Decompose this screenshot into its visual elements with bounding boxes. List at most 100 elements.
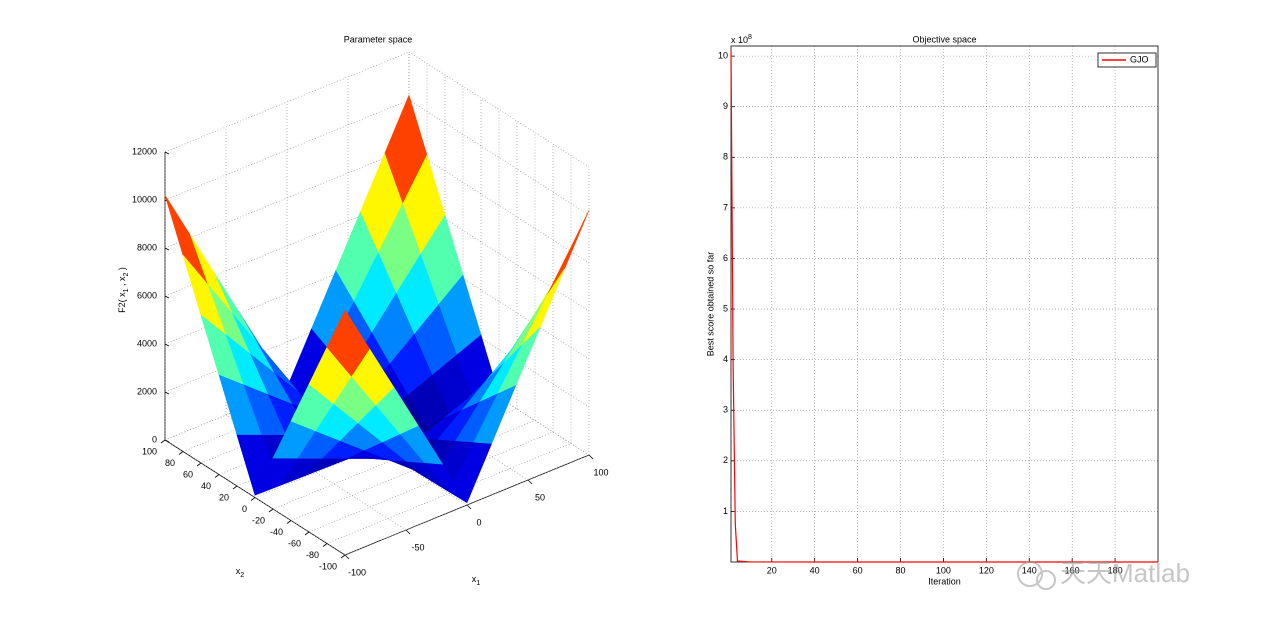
- y-tick: [196, 462, 202, 467]
- y-tick-label: 100: [142, 446, 157, 456]
- y-axis-label-part: x: [236, 566, 241, 576]
- z-axis-label-part: , x: [117, 276, 127, 289]
- grid-line: [164, 99, 410, 201]
- grid-line: [164, 147, 410, 249]
- y-tick-label: 9: [723, 101, 728, 111]
- y-tick-label: 1: [723, 506, 728, 516]
- x-tick-label: 100: [936, 565, 951, 575]
- z-tick: [164, 295, 170, 299]
- legend-box: [1097, 52, 1157, 68]
- y-tick-label: -40: [270, 527, 283, 537]
- x-tick: [466, 504, 472, 510]
- z-tick-label: 8000: [137, 242, 157, 252]
- x-tick-label: 50: [535, 492, 545, 502]
- y-tick-label: 7: [723, 202, 728, 212]
- z-axis-label-part: 2: [123, 272, 130, 276]
- x-tick: [588, 454, 594, 460]
- watermark-icon: [1017, 561, 1043, 587]
- x-tick: [405, 529, 411, 535]
- y-axis-label: Best score obtained so far: [705, 252, 715, 357]
- z-tick-label: 6000: [137, 290, 157, 300]
- y-tick-label: 2: [723, 455, 728, 465]
- z-tick: [164, 343, 170, 347]
- y-multiplier-part: x 10: [731, 35, 748, 45]
- grid-line: [164, 51, 410, 153]
- x-axis-label: x1: [472, 574, 481, 587]
- y-tick-label: -80: [306, 550, 319, 560]
- z-axis-label: F2( x1 , x2 ): [117, 267, 130, 313]
- y-tick: [214, 474, 220, 478]
- x-tick-label: -50: [411, 542, 424, 552]
- z-tick: [164, 151, 170, 155]
- y-tick-label: 4: [723, 354, 728, 364]
- y-tick-label: 60: [183, 469, 193, 479]
- x-tick-label: 80: [896, 565, 906, 575]
- z-tick-label: 2000: [137, 386, 157, 396]
- x-tick-label: 20: [767, 565, 777, 575]
- y-multiplier: x 108: [731, 34, 752, 45]
- x-axis-label-part: x: [472, 574, 477, 584]
- z-tick-label: 10000: [132, 194, 157, 204]
- x-tick-label: 60: [853, 565, 863, 575]
- x-tick-label: 40: [810, 565, 820, 575]
- watermark: 天天Matlab: [1017, 558, 1190, 590]
- watermark-text: 天天Matlab: [1060, 558, 1190, 588]
- y-tick-label: 3: [723, 405, 728, 415]
- y-tick-label: 80: [165, 458, 175, 468]
- x-axis-label-part: 1: [476, 580, 480, 587]
- y-tick: [340, 554, 346, 559]
- z-axis-label-part: F2( x: [117, 292, 127, 313]
- grid-line: [344, 454, 590, 556]
- x-tick-label: 120: [979, 565, 994, 575]
- data-line: [730, 51, 1158, 563]
- legend-label: GJO: [1130, 54, 1149, 64]
- y-tick: [250, 497, 256, 501]
- x-tick-label: 140: [1022, 565, 1037, 575]
- y-axis-label: x2: [236, 566, 245, 579]
- y-tick: [232, 485, 238, 490]
- y-tick-label: 6: [723, 253, 728, 263]
- y-multiplier-part: 8: [748, 34, 752, 41]
- z-axis-label-part: ): [117, 267, 127, 273]
- surface-patch: [326, 309, 370, 377]
- chart-title: Objective space: [912, 34, 976, 44]
- y-tick-label: -100: [319, 561, 337, 571]
- y-tick-label: 5: [723, 303, 728, 313]
- z-tick-label: 12000: [132, 146, 157, 156]
- surface-chart: Parameter space-100-50050100-100-80-60-4…: [117, 34, 608, 587]
- y-tick-label: -60: [288, 538, 301, 548]
- y-tick: [178, 451, 184, 455]
- line-chart: Objective space 20 40 60 80 100 120 140 160 180 1 2…: [705, 34, 1159, 586]
- watermark-icon: [1036, 570, 1056, 590]
- z-tick-label: 4000: [137, 338, 157, 348]
- x-tick-label: 180: [1108, 565, 1123, 575]
- y-tick: [286, 520, 292, 524]
- y-axis-label-part: 2: [240, 572, 244, 579]
- x-tick-label: -100: [348, 567, 366, 577]
- x-tick-label: 100: [593, 467, 608, 477]
- y-tick-label: 10: [718, 50, 728, 60]
- y-tick-label: 8: [723, 152, 728, 162]
- y-tick-label: -20: [252, 515, 265, 525]
- y-tick: [160, 439, 166, 444]
- grid-line: [308, 431, 554, 533]
- x-tick: [527, 479, 533, 485]
- x-tick: [344, 554, 350, 560]
- grid-line: [326, 443, 572, 544]
- x-axis-label: Iteration: [928, 576, 961, 586]
- z-tick-label: 0: [152, 434, 157, 444]
- x-tick-label: 160: [1065, 565, 1080, 575]
- y-tick-label: 40: [201, 481, 211, 491]
- y-tick-label: 20: [219, 492, 229, 502]
- y-tick: [322, 543, 328, 547]
- y-tick: [268, 508, 274, 513]
- z-axis-label-part: 1: [123, 288, 130, 292]
- y-tick: [304, 531, 310, 536]
- chart-title: Parameter space: [344, 34, 413, 44]
- z-tick: [164, 391, 170, 395]
- z-tick: [164, 247, 170, 251]
- z-tick: [164, 439, 170, 443]
- x-tick-label: 0: [476, 517, 481, 527]
